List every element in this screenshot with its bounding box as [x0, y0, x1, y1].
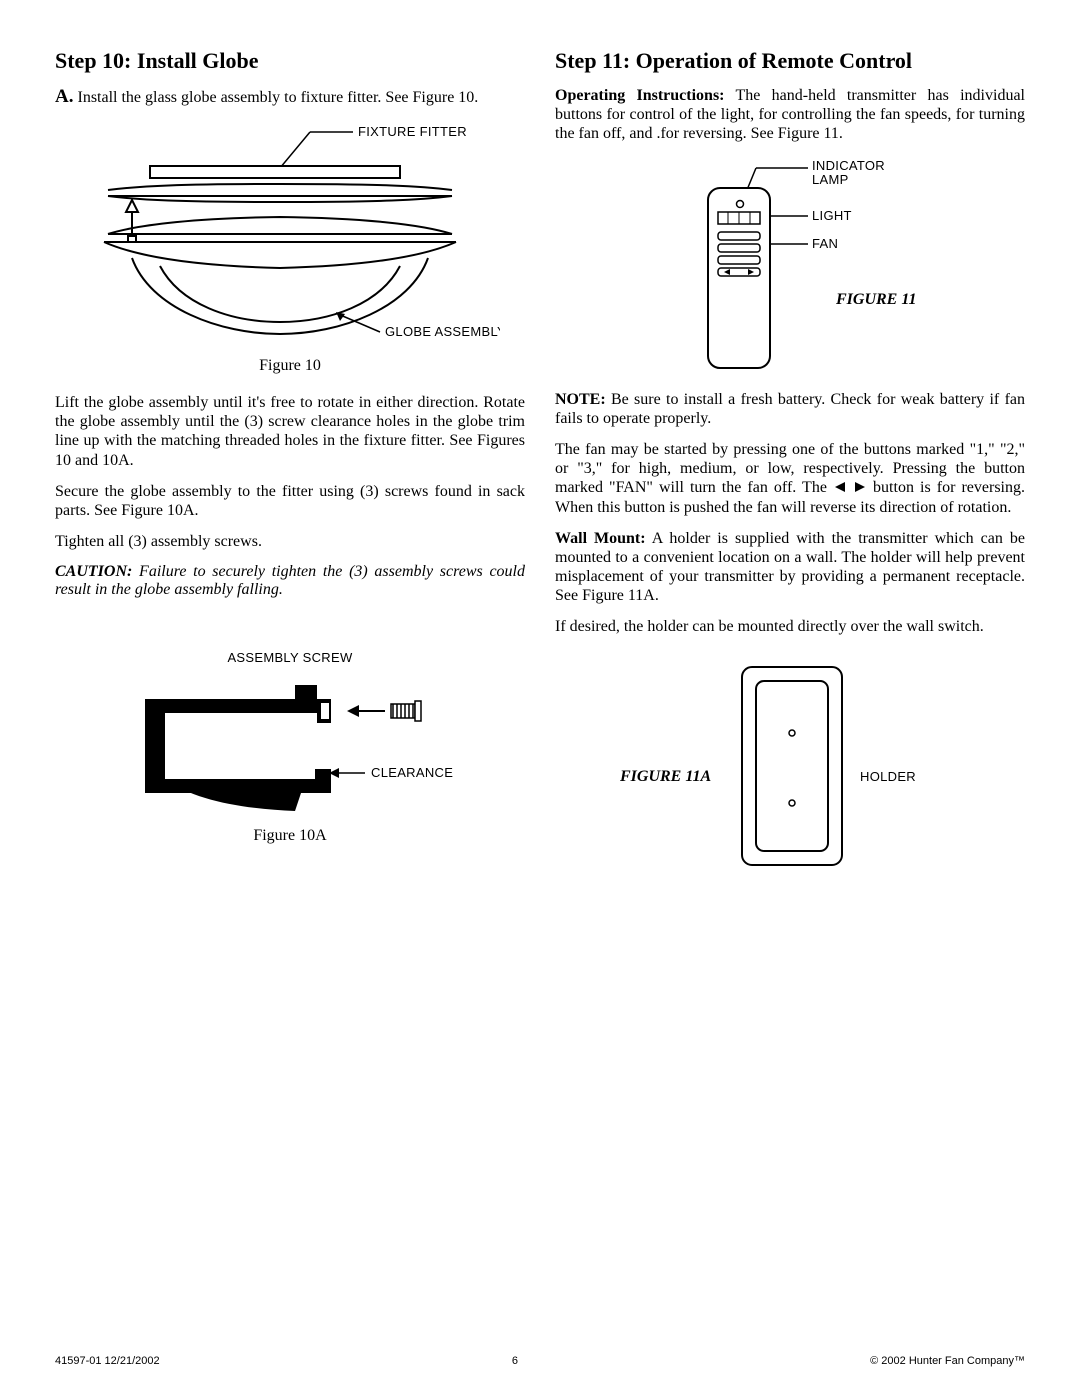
- footer-right: © 2002 Hunter Fan Company™: [870, 1355, 1025, 1367]
- step10-para2: Secure the globe assembly to the fitter …: [55, 482, 525, 520]
- figure-11a: FIGURE 11A HOLDER: [555, 657, 1025, 877]
- step10-heading: Step 10: Install Globe: [55, 48, 525, 74]
- label-globe-assembly: GLOBE ASSEMBLY: [385, 324, 500, 339]
- up-arrow-icon: [126, 200, 138, 242]
- figure-10a-caption: Figure 10A: [55, 827, 525, 845]
- page: Step 10: Install Globe A. Install the gl…: [0, 0, 1080, 1397]
- note-text: Be sure to install a fresh battery. Chec…: [555, 391, 1025, 427]
- label-fixture-fitter: FIXTURE FITTER: [358, 124, 467, 139]
- step10-a: A. Install the glass globe assembly to f…: [55, 86, 525, 108]
- label-fan: FAN: [812, 236, 838, 251]
- figure-11-caption: FIGURE 11: [835, 291, 916, 308]
- footer-center: 6: [512, 1355, 518, 1367]
- caution-label: CAUTION:: [55, 563, 132, 580]
- footer: 41597-01 12/21/2002 6 © 2002 Hunter Fan …: [55, 1355, 1025, 1367]
- label-indicator-1: INDICATOR: [812, 158, 885, 173]
- step11-heading: Step 11: Operation of Remote Control: [555, 48, 1025, 74]
- step11-op: Operating Instructions: The hand-held tr…: [555, 86, 1025, 144]
- step10-caution: CAUTION: Failure to securely tighten the…: [55, 563, 525, 599]
- figure-10-caption: Figure 10: [55, 357, 525, 375]
- op-label: Operating Instructions:: [555, 87, 725, 104]
- figure-10: FIXTURE FITTER: [55, 118, 525, 375]
- figure-11-svg: INDICATOR LAMP LIGHT FAN: [580, 156, 1000, 376]
- wall-label: Wall Mount:: [555, 530, 646, 547]
- footer-left: 41597-01 12/21/2002: [55, 1355, 160, 1367]
- label-holder: HOLDER: [860, 769, 916, 784]
- figure-11a-svg: FIGURE 11A HOLDER: [560, 657, 1020, 877]
- label-clearance-hole: CLEARANCE HOLE: [371, 765, 455, 780]
- right-column: Step 11: Operation of Remote Control Ope…: [555, 48, 1025, 877]
- figure-11a-caption: FIGURE 11A: [619, 768, 711, 785]
- label-light: LIGHT: [812, 208, 852, 223]
- step10-a-text: Install the glass globe assembly to fixt…: [73, 89, 478, 106]
- screw-icon: [347, 701, 421, 721]
- step11-wall: Wall Mount: A holder is supplied with th…: [555, 529, 1025, 606]
- figure-11: INDICATOR LAMP LIGHT FAN: [555, 156, 1025, 376]
- step10-para1: Lift the globe assembly until it's free …: [55, 393, 525, 470]
- label-assembly-screw: ASSEMBLY SCREW: [227, 650, 352, 665]
- left-column: Step 10: Install Globe A. Install the gl…: [55, 48, 525, 877]
- figure-10a: ASSEMBLY SCREW: [55, 649, 525, 845]
- step10-para3: Tighten all (3) assembly screws.: [55, 532, 525, 551]
- step11-fanpara: The fan may be started by pressing one o…: [555, 440, 1025, 517]
- step11-holderpara: If desired, the holder can be mounted di…: [555, 617, 1025, 636]
- label-indicator-2: LAMP: [812, 172, 849, 187]
- two-column-layout: Step 10: Install Globe A. Install the gl…: [55, 48, 1025, 877]
- note-label: NOTE:: [555, 391, 606, 408]
- reverse-icon: [833, 481, 867, 493]
- step11-note: NOTE: Be sure to install a fresh battery…: [555, 390, 1025, 428]
- figure-10a-svg: CLEARANCE HOLE: [125, 673, 455, 823]
- step10-a-letter: A.: [55, 86, 73, 107]
- figure-10-svg: FIXTURE FITTER: [80, 118, 500, 353]
